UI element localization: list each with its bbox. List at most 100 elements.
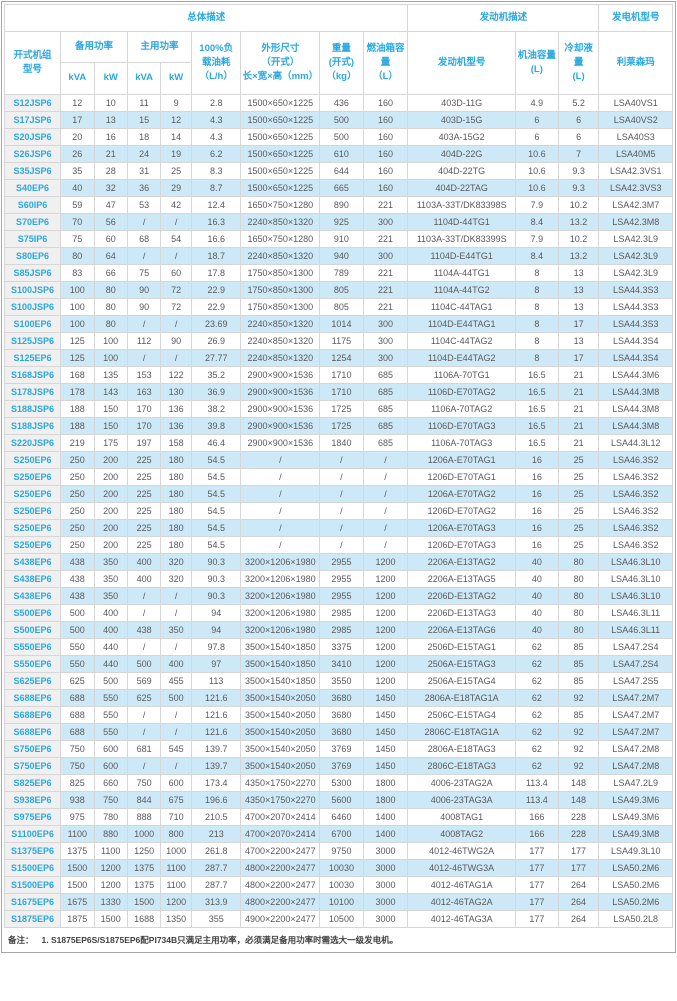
spec-cell: 1103A-33T/DK83398S (407, 196, 516, 214)
spec-cell: 4012-46TWG3A (407, 859, 516, 877)
spec-cell: LSA47.2M8 (598, 757, 673, 775)
spec-cell: 925 (319, 213, 364, 231)
spec-cell: 14 (160, 128, 192, 146)
model-link[interactable]: S975EP6 (3, 808, 62, 826)
model-link[interactable]: S40EP6 (3, 179, 62, 197)
model-link[interactable]: S625EP6 (3, 672, 62, 690)
spec-cell: 1375 (60, 842, 95, 860)
model-link[interactable]: S250EP6 (3, 502, 62, 520)
table-row: S438EP6 438 350 400 320 90.3 3200×1206×1980 295… (3, 553, 673, 571)
model-link[interactable]: S1375EP6 (3, 842, 62, 860)
model-link[interactable]: S85JSP6 (3, 264, 62, 282)
model-link[interactable]: S250EP6 (3, 451, 62, 469)
model-link[interactable]: S12JSP6 (3, 94, 62, 112)
spec-cell: 3500×1540×1850 (240, 638, 321, 656)
spec-cell: 160 (362, 179, 409, 197)
spec-cell: 4800×2200×2477 (240, 859, 321, 877)
model-link[interactable]: S35JSP6 (3, 162, 62, 180)
model-link[interactable]: S550EP6 (3, 638, 62, 656)
spec-cell: 56 (93, 213, 128, 231)
spec-cell: 16 (514, 502, 559, 520)
spec-cell: 400 (160, 655, 192, 673)
model-link[interactable]: S438EP6 (3, 570, 62, 588)
spec-cell: / (160, 349, 192, 367)
model-link[interactable]: S70EP6 (3, 213, 62, 231)
spec-cell: 100 (60, 281, 95, 299)
model-link[interactable]: S125JSP6 (3, 332, 62, 350)
spec-cell: LSA40S3 (598, 128, 673, 146)
model-link[interactable]: S1500EP6 (3, 859, 62, 877)
spec-cell: 197 (126, 434, 162, 452)
spec-cell: 10.6 (514, 179, 559, 197)
model-link[interactable]: S550EP6 (3, 655, 62, 673)
model-link[interactable]: S688EP6 (3, 689, 62, 707)
spec-cell: 160 (362, 94, 409, 112)
model-link[interactable]: S1875EP6 (3, 910, 62, 928)
model-link[interactable]: S220JSP6 (3, 434, 62, 452)
model-link[interactable]: S500EP6 (3, 604, 62, 622)
header-genset-group: 发电机型号 (598, 4, 673, 32)
model-link[interactable]: S100JSP6 (3, 298, 62, 316)
spec-cell: 287.7 (190, 859, 242, 877)
model-link[interactable]: S80EP6 (3, 247, 62, 265)
model-link[interactable]: S438EP6 (3, 587, 62, 605)
model-link[interactable]: S750EP6 (3, 740, 62, 758)
spec-cell: 158 (160, 434, 192, 452)
spec-cell: 400 (93, 621, 128, 639)
spec-cell: 3000 (362, 893, 409, 911)
spec-cell: 200 (93, 451, 128, 469)
model-link[interactable]: S20JSP6 (3, 128, 62, 146)
model-link[interactable]: S500EP6 (3, 621, 62, 639)
model-link[interactable]: S250EP6 (3, 468, 62, 486)
model-link[interactable]: S1500EP6 (3, 876, 62, 894)
spec-cell: 228 (557, 825, 600, 843)
model-link[interactable]: S188JSP6 (3, 400, 62, 418)
model-link[interactable]: S178JSP6 (3, 383, 62, 401)
spec-cell: 40 (514, 587, 559, 605)
model-link[interactable]: S250EP6 (3, 536, 62, 554)
model-link[interactable]: S17JSP6 (3, 111, 62, 129)
model-link[interactable]: S688EP6 (3, 723, 62, 741)
model-link[interactable]: S168JSP6 (3, 366, 62, 384)
spec-cell: 24 (126, 145, 162, 163)
spec-cell: / (160, 587, 192, 605)
spec-cell: 3200×1206×1980 (240, 621, 321, 639)
model-link[interactable]: S188JSP6 (3, 417, 62, 435)
spec-cell: 1200 (93, 876, 128, 894)
model-link[interactable]: S26JSP6 (3, 145, 62, 163)
spec-cell: 80 (557, 587, 600, 605)
spec-cell: 1104A-44TG1 (407, 264, 516, 282)
model-link[interactable]: S1675EP6 (3, 893, 62, 911)
spec-cell: 910 (319, 230, 364, 248)
spec-cell: LSA44.3S4 (598, 332, 673, 350)
spec-cell: 66 (93, 264, 128, 282)
model-link[interactable]: S60IP6 (3, 196, 62, 214)
spec-cell: 4700×2070×2414 (240, 808, 321, 826)
spec-cell: 1175 (319, 332, 364, 350)
model-link[interactable]: S250EP6 (3, 519, 62, 537)
spec-cell: 180 (160, 485, 192, 503)
model-link[interactable]: S750EP6 (3, 757, 62, 775)
model-link[interactable]: S1100EP6 (3, 825, 62, 843)
spec-cell: 1106D-E70TAG3 (407, 417, 516, 435)
spec-cell: 153 (126, 366, 162, 384)
spec-cell: 438 (60, 553, 95, 571)
spec-cell: 221 (362, 264, 409, 282)
spec-cell: / (362, 502, 409, 520)
spec-cell: 62 (514, 655, 559, 673)
model-link[interactable]: S438EP6 (3, 553, 62, 571)
model-link[interactable]: S75IP6 (3, 230, 62, 248)
model-link[interactable]: S825EP6 (3, 774, 62, 792)
model-link[interactable]: S688EP6 (3, 706, 62, 724)
model-link[interactable]: S938EP6 (3, 791, 62, 809)
model-link[interactable]: S250EP6 (3, 485, 62, 503)
model-link[interactable]: S100JSP6 (3, 281, 62, 299)
model-link[interactable]: S100EP6 (3, 315, 62, 333)
spec-cell: 112 (126, 332, 162, 350)
table-row: S17JSP6 17 13 15 12 4.3 1500×650×1225 500 160 403… (3, 111, 673, 129)
spec-cell: 5600 (319, 791, 364, 809)
model-link[interactable]: S125EP6 (3, 349, 62, 367)
spec-cell: 350 (93, 587, 128, 605)
spec-cell: 180 (160, 519, 192, 537)
spec-cell: LSA46.3L11 (598, 621, 673, 639)
